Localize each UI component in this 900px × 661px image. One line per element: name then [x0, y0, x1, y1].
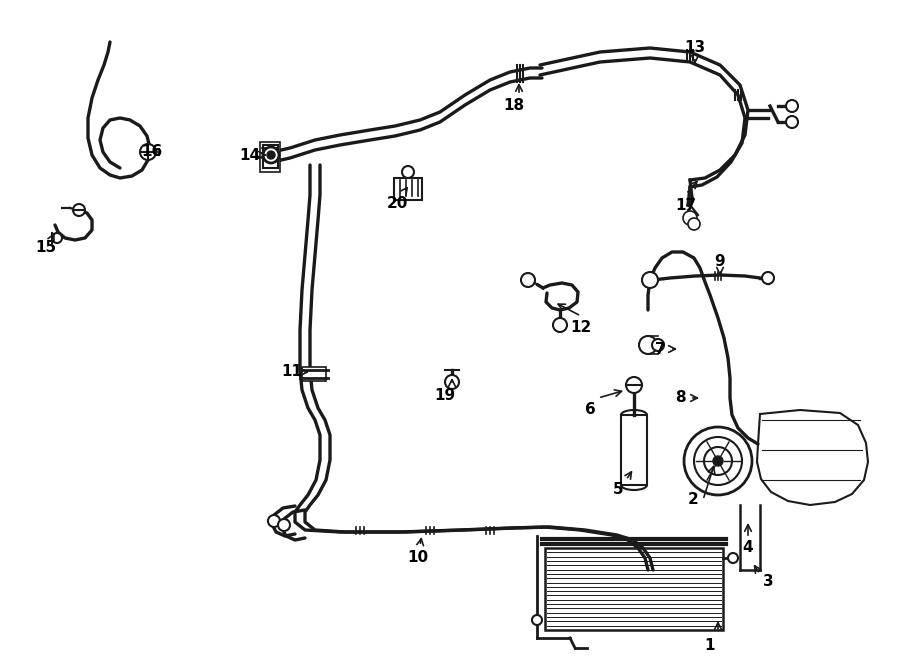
Text: 9: 9	[715, 254, 725, 270]
Text: 6: 6	[585, 403, 596, 418]
Circle shape	[694, 437, 742, 485]
Circle shape	[626, 377, 642, 393]
Text: 8: 8	[675, 391, 685, 405]
Text: 12: 12	[571, 321, 591, 336]
Circle shape	[532, 615, 542, 625]
Text: 11: 11	[282, 364, 302, 379]
Circle shape	[73, 204, 85, 216]
Circle shape	[762, 272, 774, 284]
Bar	[621, 415, 647, 485]
Text: 7: 7	[654, 342, 665, 356]
Circle shape	[642, 272, 658, 288]
Text: 4: 4	[742, 541, 753, 555]
Circle shape	[402, 166, 414, 178]
Text: 18: 18	[503, 98, 525, 114]
Circle shape	[684, 427, 752, 495]
Text: 14: 14	[239, 147, 261, 163]
Text: 19: 19	[435, 389, 455, 403]
Circle shape	[268, 515, 280, 527]
Circle shape	[683, 211, 697, 225]
Circle shape	[553, 318, 567, 332]
Circle shape	[278, 519, 290, 531]
Circle shape	[267, 151, 275, 159]
Circle shape	[52, 233, 62, 243]
Text: 17: 17	[675, 198, 697, 212]
Text: 1: 1	[705, 637, 716, 652]
Bar	[260, 142, 280, 172]
Text: 15: 15	[35, 241, 57, 256]
Text: 10: 10	[408, 551, 428, 566]
Circle shape	[728, 553, 738, 563]
Text: 16: 16	[141, 145, 163, 159]
Text: 20: 20	[386, 196, 408, 210]
Bar	[302, 367, 326, 381]
Circle shape	[263, 147, 279, 163]
Circle shape	[140, 144, 156, 160]
Circle shape	[786, 116, 798, 128]
Circle shape	[688, 218, 700, 230]
Circle shape	[786, 100, 798, 112]
Circle shape	[639, 336, 657, 354]
Bar	[394, 178, 422, 200]
Circle shape	[713, 456, 723, 466]
Text: 2: 2	[688, 492, 698, 508]
Bar	[545, 548, 723, 630]
Text: 3: 3	[762, 574, 773, 590]
Text: 13: 13	[684, 40, 706, 54]
Circle shape	[445, 375, 459, 389]
Polygon shape	[757, 410, 868, 505]
Text: 5: 5	[613, 483, 624, 498]
Circle shape	[652, 339, 664, 351]
Circle shape	[521, 273, 535, 287]
Circle shape	[704, 447, 732, 475]
